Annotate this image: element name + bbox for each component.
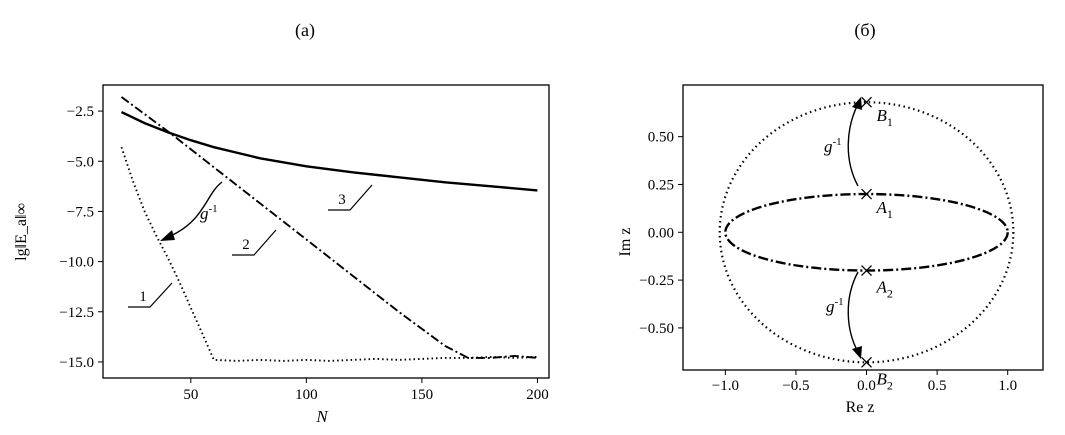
panel-b: (б) −1.0 −0.5 0.0 0.5 1.0 0.50 0.25 0.00 −0.25 −… (617, 20, 1044, 416)
series-3-label: 3 (338, 192, 346, 208)
panel-b-arrow-lower (847, 271, 859, 353)
panel-a-arrow-label: g-1 (200, 203, 218, 223)
point-b2-label: B2 (877, 369, 893, 392)
y-tick-label: −2.5 (67, 104, 94, 120)
y-tick-label: 0.00 (648, 225, 674, 241)
series-2-leader (232, 229, 277, 256)
panel-a: (а) 50 100 150 200 −2.5 −5.0 −7.5 −10.0 −12.5 −1… (13, 20, 550, 426)
panel-b-x-axis-label: Re z (846, 399, 875, 416)
inner-ellipse (724, 192, 1009, 272)
series-3-leader (328, 184, 373, 211)
point-a1-marker (861, 188, 872, 200)
panel-b-title: (б) (854, 20, 875, 41)
point-a2-marker (861, 265, 872, 276)
panel-b-arrow-label-upper: g-1 (824, 136, 842, 156)
series-3-line (120, 111, 538, 192)
y-tick-label: −0.25 (639, 273, 674, 289)
y-tick-label: −15.0 (59, 355, 94, 371)
panel-a-y-axis-label: lg‖E_a‖∞ (13, 203, 30, 261)
outer-ellipse (718, 101, 1015, 364)
panel-b-y-ticks: 0.50 0.25 0.00 −0.25 −0.50 (639, 130, 683, 337)
x-tick-label: 200 (526, 387, 549, 403)
panel-b-arrowhead-upper (852, 97, 862, 110)
y-tick-label: −5.0 (67, 154, 94, 170)
x-tick-label: 0.5 (928, 378, 947, 394)
x-tick-label: 100 (295, 387, 318, 403)
series-1-label: 1 (139, 289, 147, 305)
series-1-line (120, 146, 538, 362)
panel-a-x-axis-label: N (315, 407, 329, 426)
point-b1-marker (861, 96, 872, 108)
point-b2-marker (861, 356, 872, 368)
x-tick-label: 1.0 (998, 378, 1017, 394)
panel-a-x-ticks: 50 100 150 200 (183, 378, 549, 403)
x-tick-label: 0.0 (857, 378, 876, 394)
panel-a-mapping-arrow (165, 181, 223, 239)
panel-b-y-axis-label: Im z (617, 228, 634, 257)
series-2-line (120, 96, 538, 359)
panel-b-curves (718, 101, 1015, 364)
panel-a-series (120, 96, 538, 362)
panel-a-plot-frame (102, 84, 550, 379)
panel-b-arrowhead-lower (852, 346, 862, 359)
panel-b-x-ticks: −1.0 −0.5 0.0 0.5 1.0 (712, 370, 1017, 394)
point-a2-label: A2 (876, 278, 893, 301)
x-tick-label: 150 (411, 387, 434, 403)
y-tick-label: 0.50 (648, 130, 674, 146)
panel-b-arrow-label-lower: g-1 (826, 296, 844, 316)
y-tick-label: 0.25 (648, 177, 674, 193)
panel-b-points: B1 A1 A2 B2 (861, 96, 893, 392)
panel-a-y-ticks: −2.5 −5.0 −7.5 −10.0 −12.5 −15.0 (59, 104, 103, 371)
x-tick-label: −0.5 (782, 378, 809, 394)
series-1-leader (128, 282, 173, 308)
point-b1-label: B1 (877, 106, 893, 129)
panel-a-title: (а) (295, 20, 315, 41)
x-tick-label: 50 (183, 387, 198, 403)
series-2-label: 2 (242, 237, 250, 253)
y-tick-label: −7.5 (67, 204, 94, 220)
y-tick-label: −0.50 (639, 321, 674, 337)
x-tick-label: −1.0 (712, 378, 739, 394)
point-a1-label: A1 (876, 198, 893, 221)
y-tick-label: −12.5 (59, 305, 94, 321)
y-tick-label: −10.0 (59, 255, 94, 271)
panel-b-plot-frame (682, 84, 1044, 371)
panel-b-arrow-upper (847, 103, 859, 187)
panel-a-arrowhead (160, 230, 175, 241)
